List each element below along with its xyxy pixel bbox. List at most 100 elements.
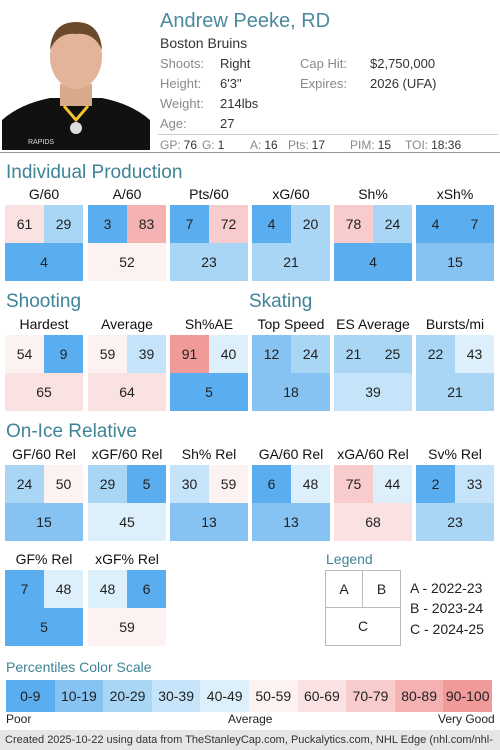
scale-bin: 10-19 [54,680,104,712]
season-stat-label: A: [250,138,262,152]
metric-bursts-mi-a: 22 [416,335,455,373]
legend-title: Legend [326,551,373,567]
season-stat-label: GP: [160,138,181,152]
season-stat: PIM: 15 [350,138,391,152]
metric-xgf-rel-c: 59 [88,608,166,646]
metric-sh-rel-a: 30 [170,465,209,503]
player-team: Boston Bruins [160,35,248,51]
metric-xg-60-a: 4 [252,205,291,243]
metric-ga-60-rel-b: 48 [291,465,330,503]
metric-sv-rel-c: 23 [416,503,494,541]
metric-sh-b: 24 [373,205,412,243]
weight-label: Weight: [160,96,204,111]
footer-credits: Created 2025-10-22 using data from TheSt… [0,730,500,750]
metric-label-sh-ae: Sh%AE [184,316,234,332]
metric-xsh-c: 15 [416,243,494,281]
metric-gf-60-rel-b: 50 [44,465,83,503]
metric-sh-ae-b: 40 [209,335,248,373]
scale-title: Percentiles Color Scale [6,659,152,675]
metric-xgf-rel-a: 48 [88,570,127,608]
metric-bursts-mi-c: 21 [416,373,494,411]
metric-top-speed-c: 18 [252,373,330,411]
metric-a-60-a: 3 [88,205,127,243]
metric-sh-rel-b: 59 [209,465,248,503]
scale-bin: 0-9 [6,680,55,712]
legend-box: A B C [325,570,401,646]
metric-label-es-average: ES Average [336,316,410,332]
player-photo: RAPIDS [2,2,150,150]
caphit-label: Cap Hit: [300,56,347,71]
metric-label-gf-60-rel: GF/60 Rel [12,446,76,462]
season-stat: TOI: 18:36 [405,138,461,152]
metric-g-60-c: 4 [5,243,83,281]
metric-sh-rel-c: 13 [170,503,248,541]
scale-low-label: Poor [6,712,32,726]
expires-value: 2026 (UFA) [370,76,437,91]
metric-hardest-c: 65 [5,373,83,411]
metric-sv-rel-a: 2 [416,465,455,503]
metric-xga-60-rel-b: 44 [373,465,412,503]
metric-label-bursts-mi: Bursts/mi [425,316,485,332]
season-stat-label: PIM: [350,138,375,152]
legend-desc-c: C - 2024-25 [410,621,484,637]
caphit-value: $2,750,000 [370,56,436,71]
age-value: 27 [220,116,235,131]
scale-bin: 80-89 [394,680,444,712]
scale-bin: 90-100 [443,680,492,712]
legend-c: C [357,618,369,634]
scale-bin: 70-79 [346,680,395,712]
metric-xga-60-rel-c: 68 [334,503,412,541]
scale-bin: 20-29 [103,680,152,712]
metric-es-average-b: 25 [373,335,412,373]
header-divider [0,152,500,153]
stats-divider [158,134,498,135]
metric-label-sh-rel: Sh% Rel [181,446,237,462]
legend-a: A [326,571,363,608]
metric-a-60-b: 83 [127,205,166,243]
season-stat-label: Pts: [288,138,309,152]
season-stat: A: 16 [250,138,278,152]
metric-pts-60-c: 23 [170,243,248,281]
metric-sv-rel-b: 33 [455,465,494,503]
jersey-text: RAPIDS [28,139,54,146]
scale-bin: 60-69 [297,680,347,712]
metric-xgf-60-rel-c: 45 [88,503,166,541]
metric-ga-60-rel-a: 6 [252,465,291,503]
age-label: Age: [160,116,187,131]
metric-label-xga-60-rel: xGA/60 Rel [337,446,409,462]
metric-label-average: Average [101,316,153,332]
metric-average-b: 39 [127,335,166,373]
metric-xg-60-b: 20 [291,205,330,243]
metric-label-xgf-60-rel: xGF/60 Rel [91,446,163,462]
season-stat-value: 15 [377,138,392,152]
season-stat: GP: 76 [160,138,197,152]
shoots-label: Shoots: [160,56,205,71]
metric-label-hardest: Hardest [19,316,69,332]
metric-a-60-c: 52 [88,243,166,281]
metric-g-60-b: 29 [44,205,83,243]
season-stat-label: TOI: [405,138,429,152]
metric-gf-60-rel-a: 24 [5,465,44,503]
metric-gf-rel-b: 48 [44,570,83,608]
metric-sh-ae-c: 5 [170,373,248,411]
scale-bin: 30-39 [151,680,201,712]
section-on-ice-relative: On-Ice Relative [6,421,137,442]
season-stat-label: G: [202,138,215,152]
metric-sh-a: 78 [334,205,373,243]
metric-label-g-60: G/60 [28,186,60,202]
metric-gf-rel-c: 5 [5,608,83,646]
metric-label-gf-rel: GF% Rel [15,551,73,567]
metric-xgf-rel-b: 6 [127,570,166,608]
metric-top-speed-a: 12 [252,335,291,373]
section-individual-production: Individual Production [6,162,183,183]
metric-xgf-60-rel-b: 5 [127,465,166,503]
season-stat-value: 17 [311,138,326,152]
shoots-value: Right [220,56,251,71]
scale-bin: 40-49 [200,680,249,712]
metric-hardest-b: 9 [44,335,83,373]
metric-average-c: 64 [88,373,166,411]
metric-hardest-a: 54 [5,335,44,373]
scale-mid-label: Average [228,712,273,726]
metric-es-average-c: 39 [334,373,412,411]
metric-label-ga-60-rel: GA/60 Rel [258,446,324,462]
